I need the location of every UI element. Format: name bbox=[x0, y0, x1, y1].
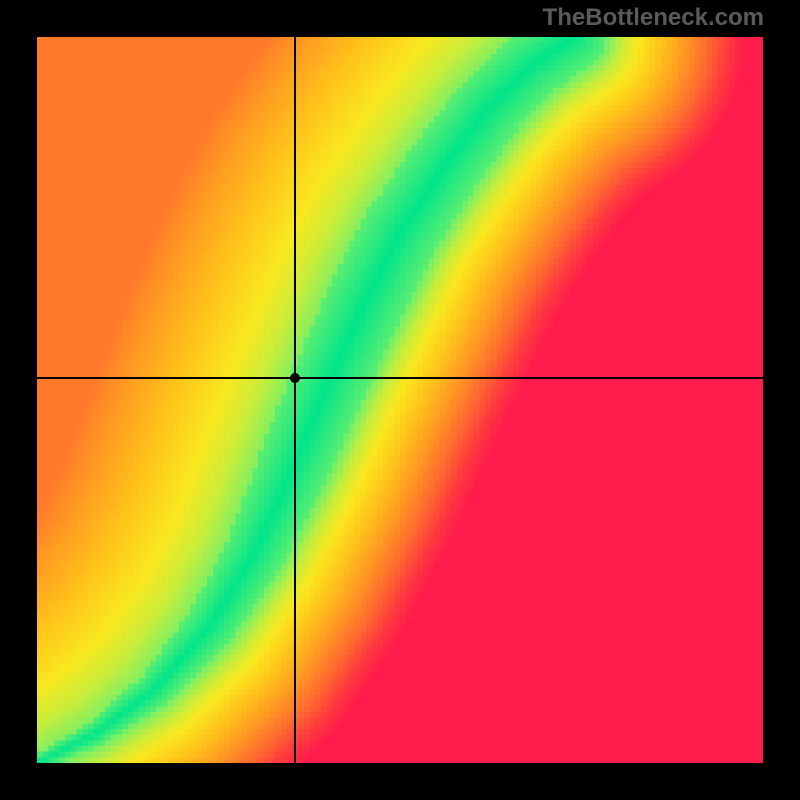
watermark-text: TheBottleneck.com bbox=[543, 4, 764, 32]
crosshair-vertical bbox=[294, 37, 296, 763]
marker-point bbox=[290, 373, 300, 383]
bottleneck-heatmap bbox=[37, 37, 763, 763]
crosshair-horizontal bbox=[37, 377, 763, 379]
